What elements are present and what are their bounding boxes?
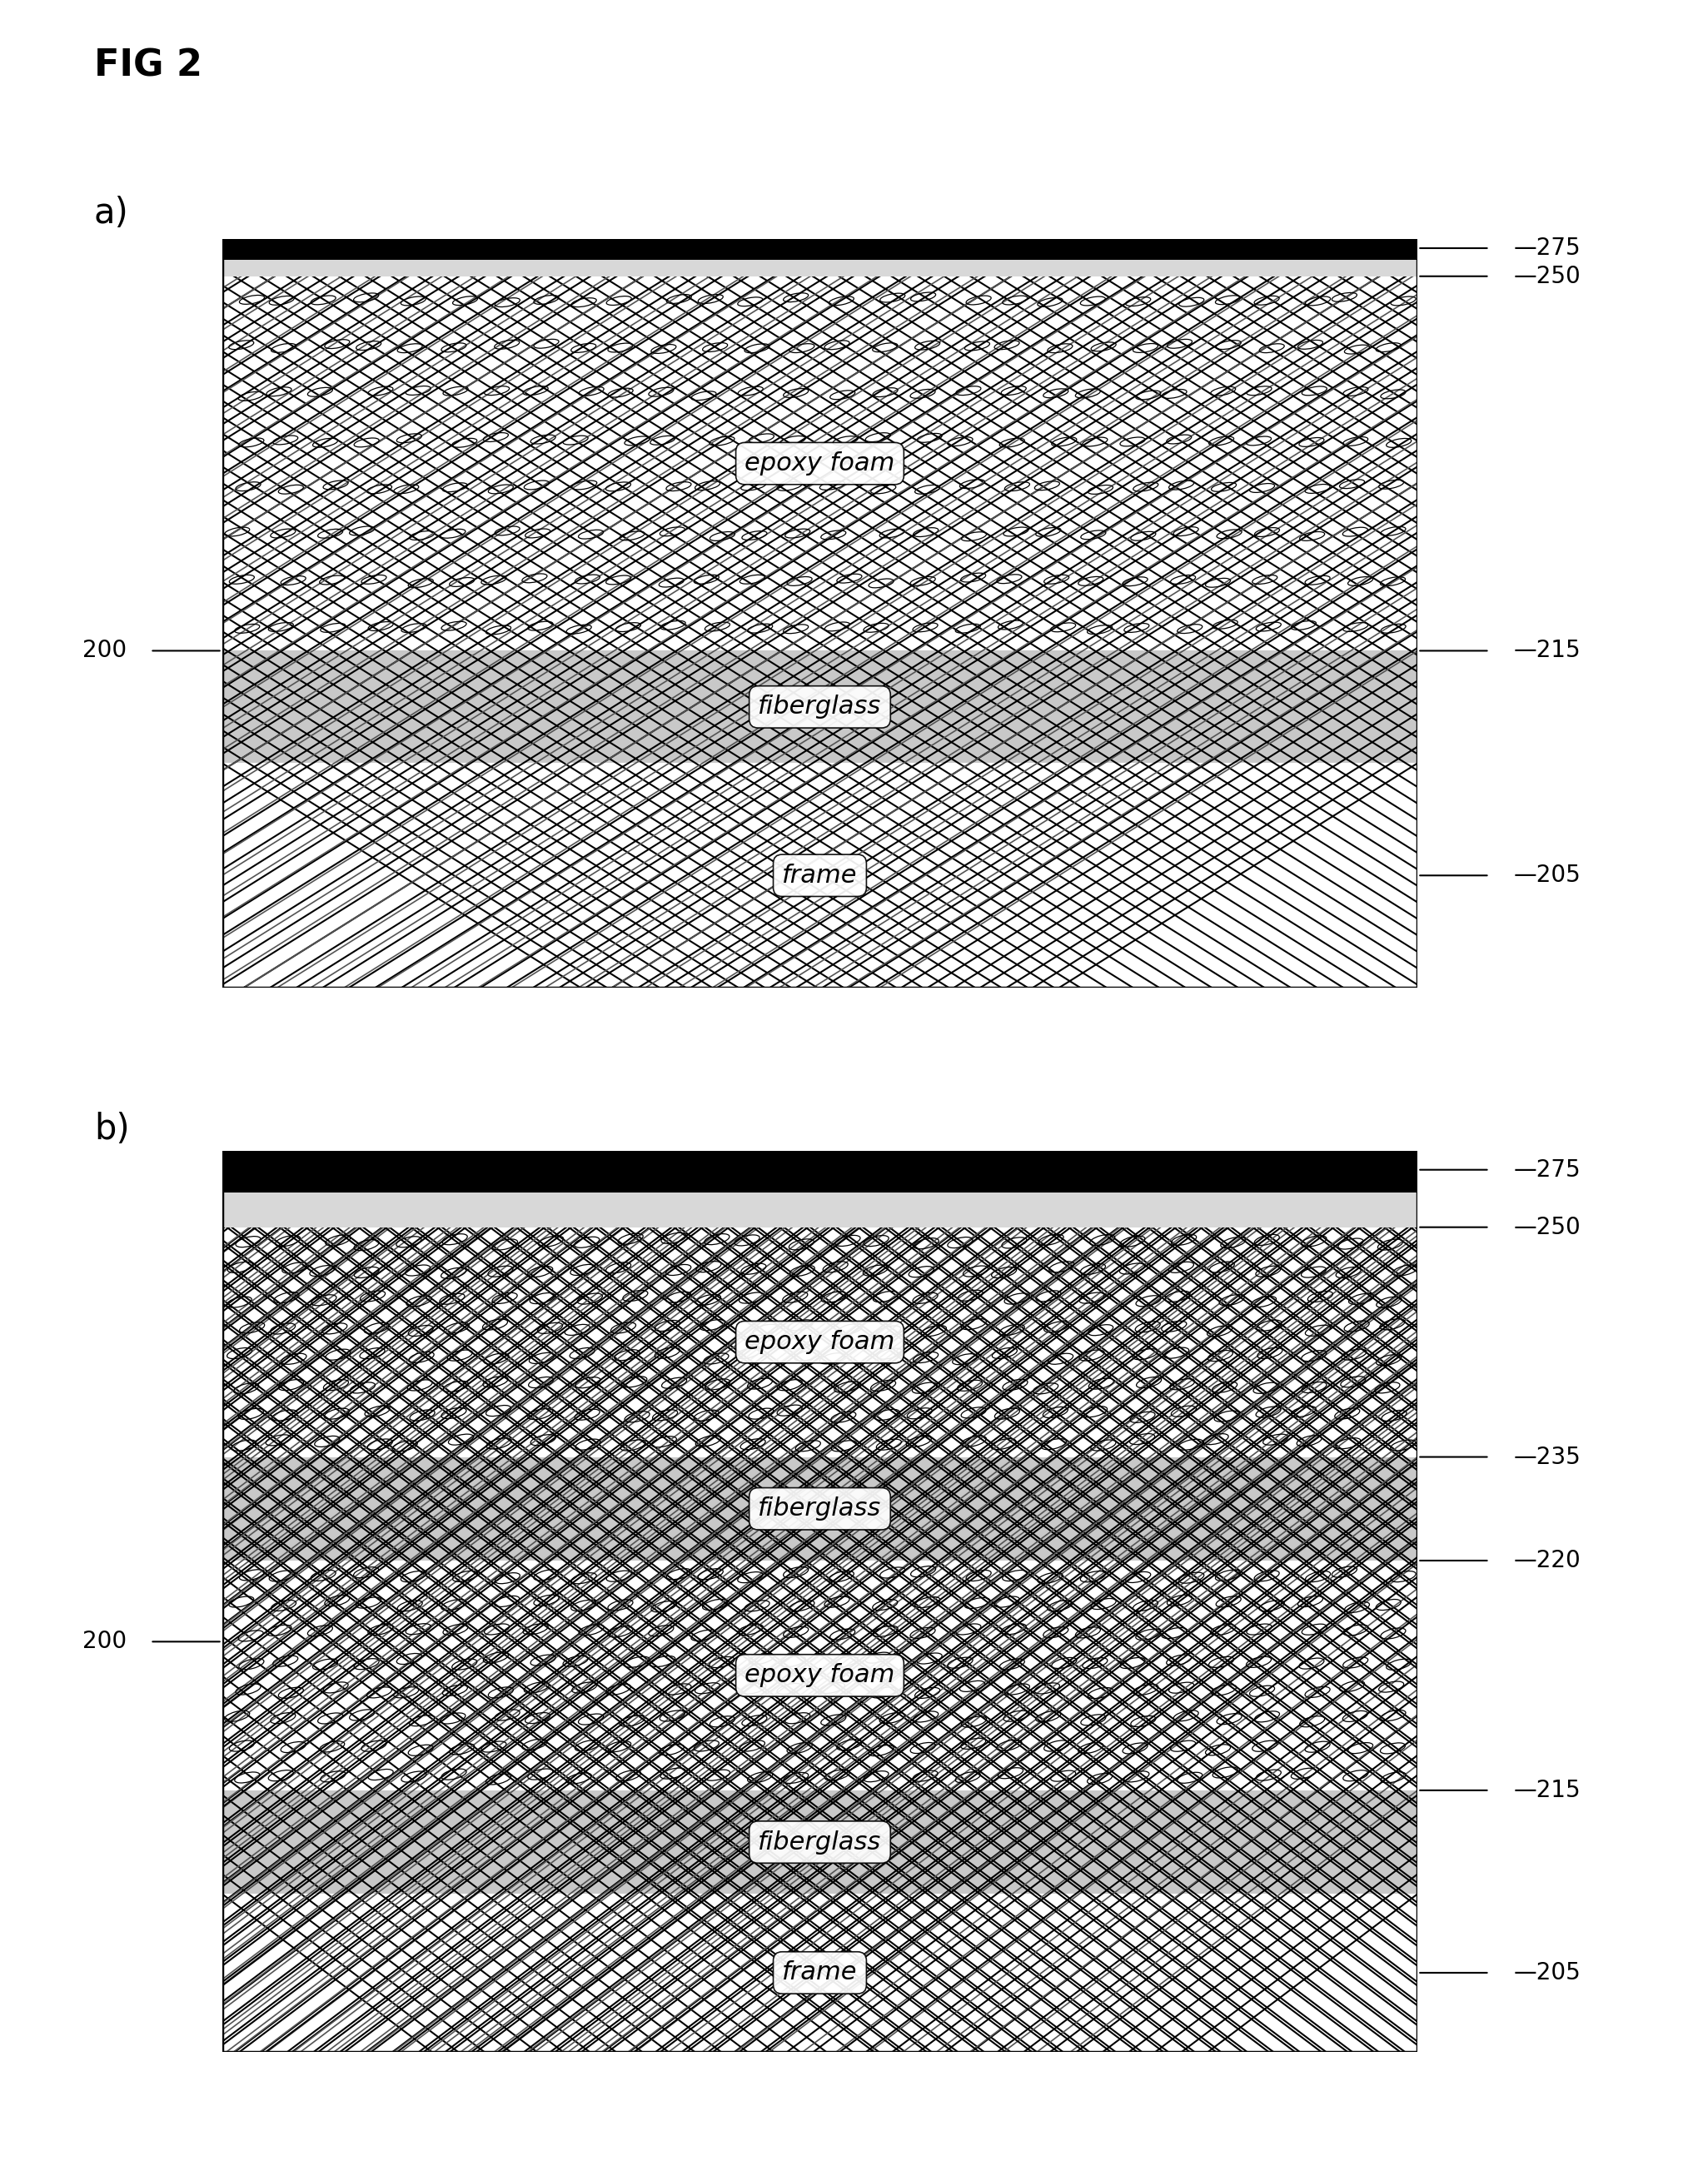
Bar xyxy=(222,764,1418,988)
Text: —235: —235 xyxy=(1513,1446,1580,1468)
Bar xyxy=(222,1561,1418,1791)
Text: frame: frame xyxy=(782,864,857,888)
Text: —250: —250 xyxy=(1513,1216,1580,1240)
Text: —275: —275 xyxy=(1513,1157,1580,1181)
Bar xyxy=(222,258,1418,276)
Text: frame: frame xyxy=(782,1960,857,1984)
Bar xyxy=(222,276,1418,651)
Text: —275: —275 xyxy=(1513,237,1580,261)
Text: 200: 200 xyxy=(82,1630,126,1654)
Bar xyxy=(222,1893,1418,2052)
Text: epoxy foam: epoxy foam xyxy=(745,1331,895,1355)
Bar xyxy=(222,1457,1418,1561)
Text: FIG 2: FIG 2 xyxy=(94,48,202,82)
Text: fiberglass: fiberglass xyxy=(758,1496,881,1522)
Text: —215: —215 xyxy=(1513,638,1580,662)
Bar xyxy=(222,276,1418,651)
Bar xyxy=(222,1151,1418,1192)
Text: fiberglass: fiberglass xyxy=(758,1830,881,1854)
Text: 200: 200 xyxy=(82,638,126,662)
Text: —250: —250 xyxy=(1513,265,1580,289)
Text: —205: —205 xyxy=(1513,1960,1580,1984)
Bar xyxy=(222,651,1418,764)
Text: a): a) xyxy=(94,195,128,230)
Text: —205: —205 xyxy=(1513,864,1580,888)
Text: fiberglass: fiberglass xyxy=(758,695,881,719)
Text: epoxy foam: epoxy foam xyxy=(745,452,895,475)
Text: —220: —220 xyxy=(1513,1548,1580,1572)
Text: b): b) xyxy=(94,1112,130,1146)
Bar xyxy=(222,1561,1418,1791)
Text: —215: —215 xyxy=(1513,1778,1580,1802)
Bar xyxy=(222,1791,1418,1893)
Bar xyxy=(222,1192,1418,1227)
Bar xyxy=(222,1227,1418,1457)
Bar xyxy=(222,239,1418,258)
Text: epoxy foam: epoxy foam xyxy=(745,1663,895,1687)
Bar xyxy=(222,1227,1418,1457)
